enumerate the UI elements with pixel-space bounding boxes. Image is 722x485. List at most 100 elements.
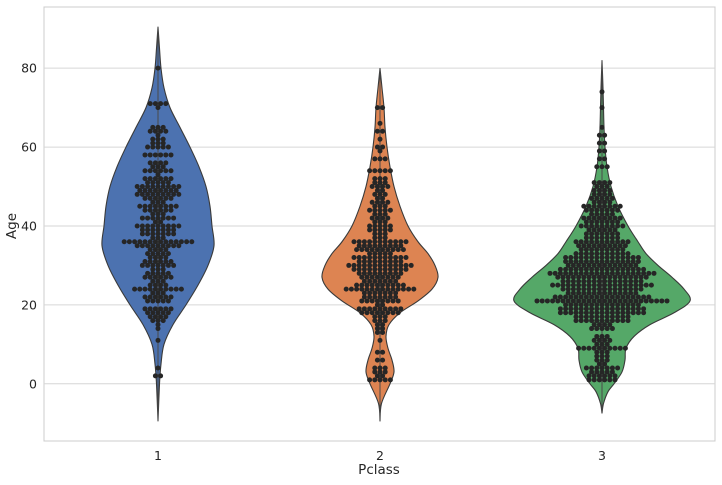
- swarm-point: [374, 144, 380, 150]
- swarm-point: [142, 207, 148, 213]
- swarm-point: [150, 211, 156, 217]
- swarm-point: [630, 258, 636, 264]
- swarm-point: [602, 140, 608, 146]
- swarm-point: [581, 282, 587, 288]
- swarm-point: [617, 286, 623, 292]
- swarm-point: [403, 262, 409, 268]
- swarm-point: [604, 270, 610, 276]
- swarm-point: [372, 168, 378, 174]
- swarm-point: [612, 262, 618, 268]
- swarm-point: [155, 318, 161, 324]
- swarm-point: [617, 262, 623, 268]
- swarm-point: [594, 255, 600, 261]
- swarm-point: [150, 215, 156, 221]
- swarm-point: [612, 290, 618, 296]
- swarm-point: [351, 266, 357, 272]
- swarm-point: [594, 333, 600, 339]
- swarm-point: [586, 377, 592, 383]
- swarm-point: [152, 219, 158, 225]
- swarm-point: [150, 227, 156, 233]
- swarm-point: [382, 377, 388, 383]
- swarm-point: [134, 191, 140, 197]
- swarm-point: [142, 176, 148, 182]
- swarm-point: [160, 235, 166, 241]
- swarm-point: [145, 231, 151, 237]
- swarm-point: [602, 290, 608, 296]
- swarm-point: [155, 180, 161, 186]
- swarm-point: [565, 282, 571, 288]
- swarm-point: [599, 219, 605, 225]
- swarm-point: [596, 286, 602, 292]
- swarm-point: [385, 215, 391, 221]
- swarm-point: [563, 302, 569, 308]
- swarm-point: [158, 168, 164, 174]
- swarm-point: [385, 199, 391, 205]
- swarm-point: [568, 266, 574, 272]
- swarm-point: [591, 199, 597, 205]
- swarm-point: [573, 270, 579, 276]
- swarm-point: [573, 266, 579, 272]
- swarm-point: [160, 278, 166, 284]
- swarm-point: [147, 274, 153, 280]
- swarm-point: [615, 247, 621, 253]
- swarm-point: [145, 184, 151, 190]
- swarm-point: [393, 278, 399, 284]
- swarm-point: [602, 337, 608, 343]
- swarm-point: [359, 247, 365, 253]
- swarm-point: [599, 306, 605, 312]
- swarm-point: [369, 247, 375, 253]
- swarm-point: [372, 377, 378, 383]
- swarm-point: [158, 286, 164, 292]
- swarm-point: [586, 227, 592, 233]
- swarm-point: [615, 294, 621, 300]
- swarm-point: [152, 195, 158, 201]
- swarm-point: [398, 270, 404, 276]
- swarm-point: [147, 294, 153, 300]
- swarm-point: [596, 132, 602, 138]
- swarm-point: [387, 239, 393, 245]
- swarm-point: [393, 290, 399, 296]
- swarm-point: [374, 195, 380, 201]
- swarm-point: [586, 373, 592, 379]
- swarm-point: [160, 180, 166, 186]
- swarm-point: [578, 306, 584, 312]
- swarm-point: [380, 357, 386, 363]
- swarm-point: [617, 215, 623, 221]
- swarm-point: [145, 215, 151, 221]
- swarm-point: [377, 243, 383, 249]
- swarm-point: [160, 231, 166, 237]
- swarm-point: [134, 243, 140, 249]
- swarm-point: [586, 203, 592, 209]
- swarm-point: [369, 199, 375, 205]
- swarm-point: [387, 258, 393, 264]
- swarm-point: [578, 270, 584, 276]
- swarm-point: [594, 219, 600, 225]
- swarm-point: [589, 251, 595, 257]
- swarm-point: [599, 231, 605, 237]
- swarm-point: [570, 262, 576, 268]
- swarm-point: [625, 255, 631, 261]
- swarm-point: [602, 180, 608, 186]
- swarm-point: [165, 298, 171, 304]
- swarm-point: [586, 278, 592, 284]
- swarm-point: [380, 187, 386, 193]
- swarm-point: [139, 231, 145, 237]
- swarm-point: [599, 258, 605, 264]
- swarm-point: [563, 266, 569, 272]
- swarm-point: [604, 357, 610, 363]
- swarm-point: [171, 243, 177, 249]
- swarm-point: [602, 373, 608, 379]
- swarm-point: [602, 243, 608, 249]
- swarm-point: [622, 290, 628, 296]
- swarm-point: [612, 377, 618, 383]
- swarm-point: [612, 286, 618, 292]
- swarm-point: [139, 243, 145, 249]
- swarm-point: [400, 282, 406, 288]
- swarm-point: [604, 207, 610, 213]
- swarm-point: [609, 239, 615, 245]
- swarm-point: [591, 278, 597, 284]
- swarm-point: [372, 365, 378, 371]
- swarm-point: [147, 258, 153, 264]
- swarm-point: [596, 298, 602, 304]
- swarm-point: [382, 231, 388, 237]
